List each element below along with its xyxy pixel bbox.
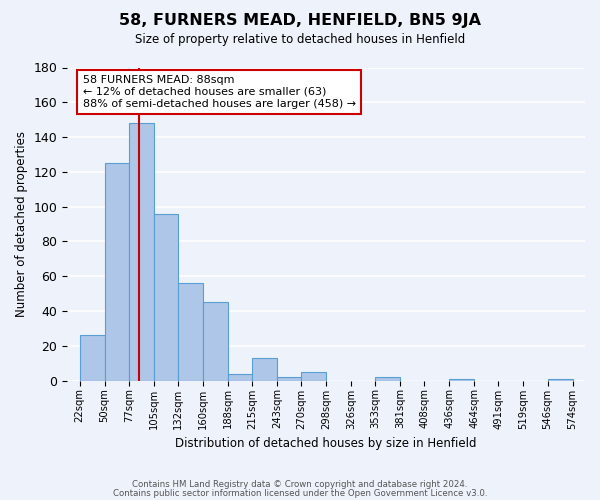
Text: Contains public sector information licensed under the Open Government Licence v3: Contains public sector information licen… — [113, 489, 487, 498]
Text: Contains HM Land Registry data © Crown copyright and database right 2024.: Contains HM Land Registry data © Crown c… — [132, 480, 468, 489]
Bar — [301, 372, 326, 380]
X-axis label: Distribution of detached houses by size in Henfield: Distribution of detached houses by size … — [175, 437, 477, 450]
Bar — [104, 163, 129, 380]
Bar — [449, 379, 474, 380]
Bar — [203, 302, 228, 380]
Text: 58 FURNERS MEAD: 88sqm
← 12% of detached houses are smaller (63)
88% of semi-det: 58 FURNERS MEAD: 88sqm ← 12% of detached… — [83, 76, 356, 108]
Text: Size of property relative to detached houses in Henfield: Size of property relative to detached ho… — [135, 32, 465, 46]
Bar — [228, 374, 252, 380]
Bar — [178, 283, 203, 380]
Bar — [154, 214, 178, 380]
Bar — [277, 377, 301, 380]
Y-axis label: Number of detached properties: Number of detached properties — [15, 131, 28, 317]
Bar — [80, 336, 104, 380]
Text: 58, FURNERS MEAD, HENFIELD, BN5 9JA: 58, FURNERS MEAD, HENFIELD, BN5 9JA — [119, 12, 481, 28]
Bar — [129, 123, 154, 380]
Bar — [375, 377, 400, 380]
Bar — [252, 358, 277, 380]
Bar — [548, 379, 572, 380]
